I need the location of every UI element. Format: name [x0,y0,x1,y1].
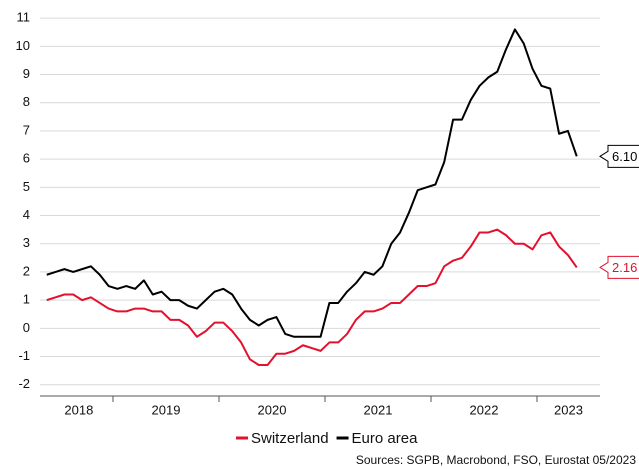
y-tick-label: 0 [23,320,30,335]
legend-label: Euro area [352,430,419,447]
y-tick-label: -1 [18,348,30,363]
y-tick-label: 6 [23,151,30,166]
source: Sources: SGPB, Macrobond, FSO, Eurostat … [356,453,636,467]
end-label: 2.16 [612,260,637,275]
end-label-box [599,255,639,279]
x-tick-label: 2023 [554,402,583,417]
y-tick-label: 4 [23,207,30,222]
series-line [46,228,578,366]
x-tick-label: 2021 [364,402,393,417]
y-tick-label: 10 [16,38,30,53]
y-tick-label: 9 [23,66,30,81]
y-tick-label: 7 [23,122,30,137]
y-tick-label: -2 [18,376,30,391]
legend-label: Switzerland [251,430,329,447]
y-tick-label: 3 [23,235,30,250]
y-tick-label: 1 [23,292,30,307]
y-tick-label: 2 [23,263,30,278]
y-tick-label: 8 [23,94,30,109]
x-tick-label: 2020 [258,402,287,417]
x-tick-label: 2022 [470,402,499,417]
end-label: 6.10 [612,149,637,164]
y-tick-label: 11 [17,10,31,25]
x-tick-label: 2019 [152,402,181,417]
end-label-box [599,144,639,168]
x-tick-label: 2018 [64,402,93,417]
y-tick-label: 5 [23,179,30,194]
series-line [46,28,578,338]
